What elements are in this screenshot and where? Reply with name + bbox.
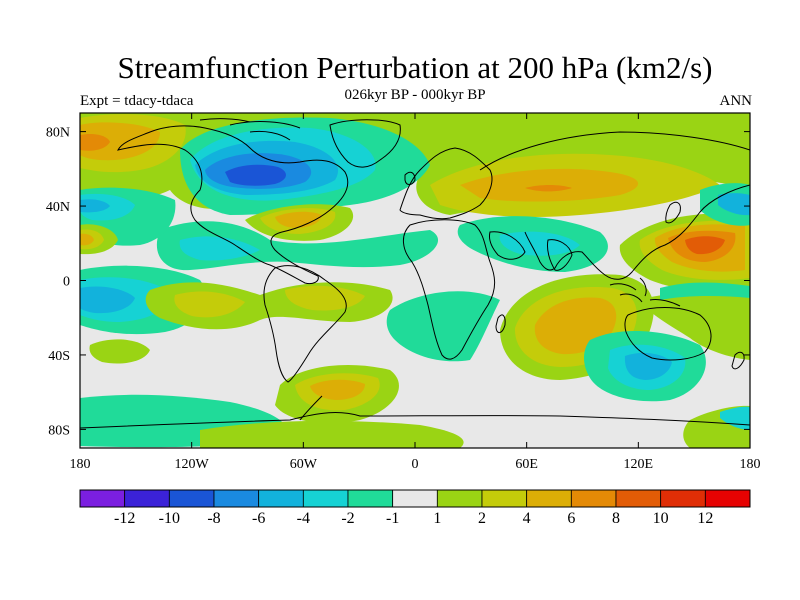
coast-europe <box>399 147 493 220</box>
y-axis: 80N 40N 0 40S 80S <box>46 126 750 438</box>
x-tick-label: 120E <box>624 457 654 472</box>
field-layer <box>80 113 750 448</box>
contour-si-teal <box>386 291 500 362</box>
experiment-label: Expt = tdacy-tdaca <box>80 93 194 109</box>
colorbar-label: -8 <box>207 510 220 527</box>
coast-arabia <box>489 231 526 260</box>
y-tick-label: 0 <box>63 275 70 290</box>
contour-sah-3 <box>310 379 365 400</box>
contour-pacific-arctic-dark <box>80 133 110 151</box>
colorbar-swatch <box>392 489 438 508</box>
colorbar-label: 2 <box>478 510 486 527</box>
colorbar-swatch <box>436 489 483 508</box>
colorbar-swatch <box>168 489 215 508</box>
y-tick-label: 80N <box>46 126 70 141</box>
coast-australia <box>624 307 712 361</box>
colorbar-label: -12 <box>114 510 135 527</box>
colorbar-label: -6 <box>252 510 265 527</box>
season-label: ANN <box>719 93 753 109</box>
colorbar-swatch <box>258 489 304 508</box>
contour-wp-high-5 <box>685 236 725 255</box>
coastline-layer <box>80 118 750 429</box>
y-tick-label: 40N <box>46 200 70 215</box>
coast-antarctica <box>80 412 750 429</box>
x-tick-label: 120W <box>175 457 210 472</box>
contour-atlantic-high-3 <box>275 211 322 228</box>
coast-se-asia-islands <box>609 277 681 307</box>
coast-north-america <box>117 125 349 285</box>
colorbar-label: 8 <box>612 510 620 527</box>
coast-india <box>547 239 573 271</box>
coast-uk <box>404 171 416 185</box>
x-tick-label: 60E <box>515 457 538 472</box>
coast-africa <box>403 219 496 360</box>
map-title: Streamfunction Perturbation at 200 hPa (… <box>117 50 713 85</box>
colorbar-swatch <box>79 489 126 508</box>
contour-subtropical-teal <box>179 236 260 261</box>
colorbar-label: 6 <box>567 510 575 527</box>
coast-arctic-islands <box>199 118 301 141</box>
colorbar-label: 12 <box>697 510 713 527</box>
contour-tropic-yellow-sa <box>285 285 365 311</box>
colorbar-swatch <box>213 489 260 508</box>
contour-asia-teal2 <box>499 231 580 256</box>
colorbar-label: -4 <box>297 510 310 527</box>
colorbar-label: -1 <box>386 510 399 527</box>
y-tick-label: 40S <box>48 349 70 364</box>
contour-eurasia-dark <box>525 185 572 192</box>
colorbar-frame <box>79 489 751 508</box>
contour-sp-green-1 <box>89 339 150 364</box>
contour-tp-low-3 <box>80 286 135 314</box>
x-tick-label: 180 <box>740 457 761 472</box>
coast-antarctic-peninsula <box>299 395 323 421</box>
contour-ne-pacific-low-3 <box>80 199 110 213</box>
map-subtitle: 026kyr BP - 000kyr BP <box>344 87 486 103</box>
colorbar-label: -2 <box>341 510 354 527</box>
contour-pacific-arctic-orange <box>80 122 160 161</box>
coast-south-america <box>263 265 347 383</box>
colorbar-swatch <box>526 489 572 508</box>
colorbar-label: -10 <box>159 510 180 527</box>
colorbar-label: 10 <box>653 510 669 527</box>
colorbar-swatch <box>660 489 706 508</box>
x-tick-label: 0 <box>412 457 419 472</box>
contour-dateline-high-w3 <box>80 233 94 246</box>
contour-se-pacific-green <box>640 293 750 360</box>
colorbar-swatch <box>615 489 662 508</box>
colorbar-swatch <box>570 489 617 508</box>
contour-so-green <box>200 420 464 448</box>
x-tick-label: 180 <box>70 457 91 472</box>
colorbar: -12 -10 -8 -6 -4 -2 -1 1 2 4 6 8 10 12 <box>79 489 751 527</box>
x-tick-label: 60W <box>290 457 318 472</box>
coast-new-zealand <box>731 351 745 370</box>
colorbar-label: 1 <box>433 510 441 527</box>
contour-se-pacific-teal <box>660 282 750 300</box>
coast-greenland <box>329 119 401 168</box>
colorbar-label: 4 <box>523 510 531 527</box>
coast-asia <box>479 131 750 280</box>
contour-tropic-yellow-band <box>174 291 245 318</box>
coast-madagascar <box>495 314 506 334</box>
contour-np-low-e2 <box>718 193 750 216</box>
colorbar-swatch <box>347 489 394 508</box>
colorbar-swatch <box>481 489 528 508</box>
colorbar-swatch <box>124 489 170 508</box>
y-tick-label: 80S <box>48 423 70 438</box>
x-axis: 180 120W 60W 0 60E 120E 180 <box>70 113 761 472</box>
coast-japan <box>665 201 681 224</box>
colorbar-swatch <box>704 489 751 508</box>
colorbar-swatch <box>302 489 349 508</box>
contour-na-low-5 <box>225 164 286 186</box>
